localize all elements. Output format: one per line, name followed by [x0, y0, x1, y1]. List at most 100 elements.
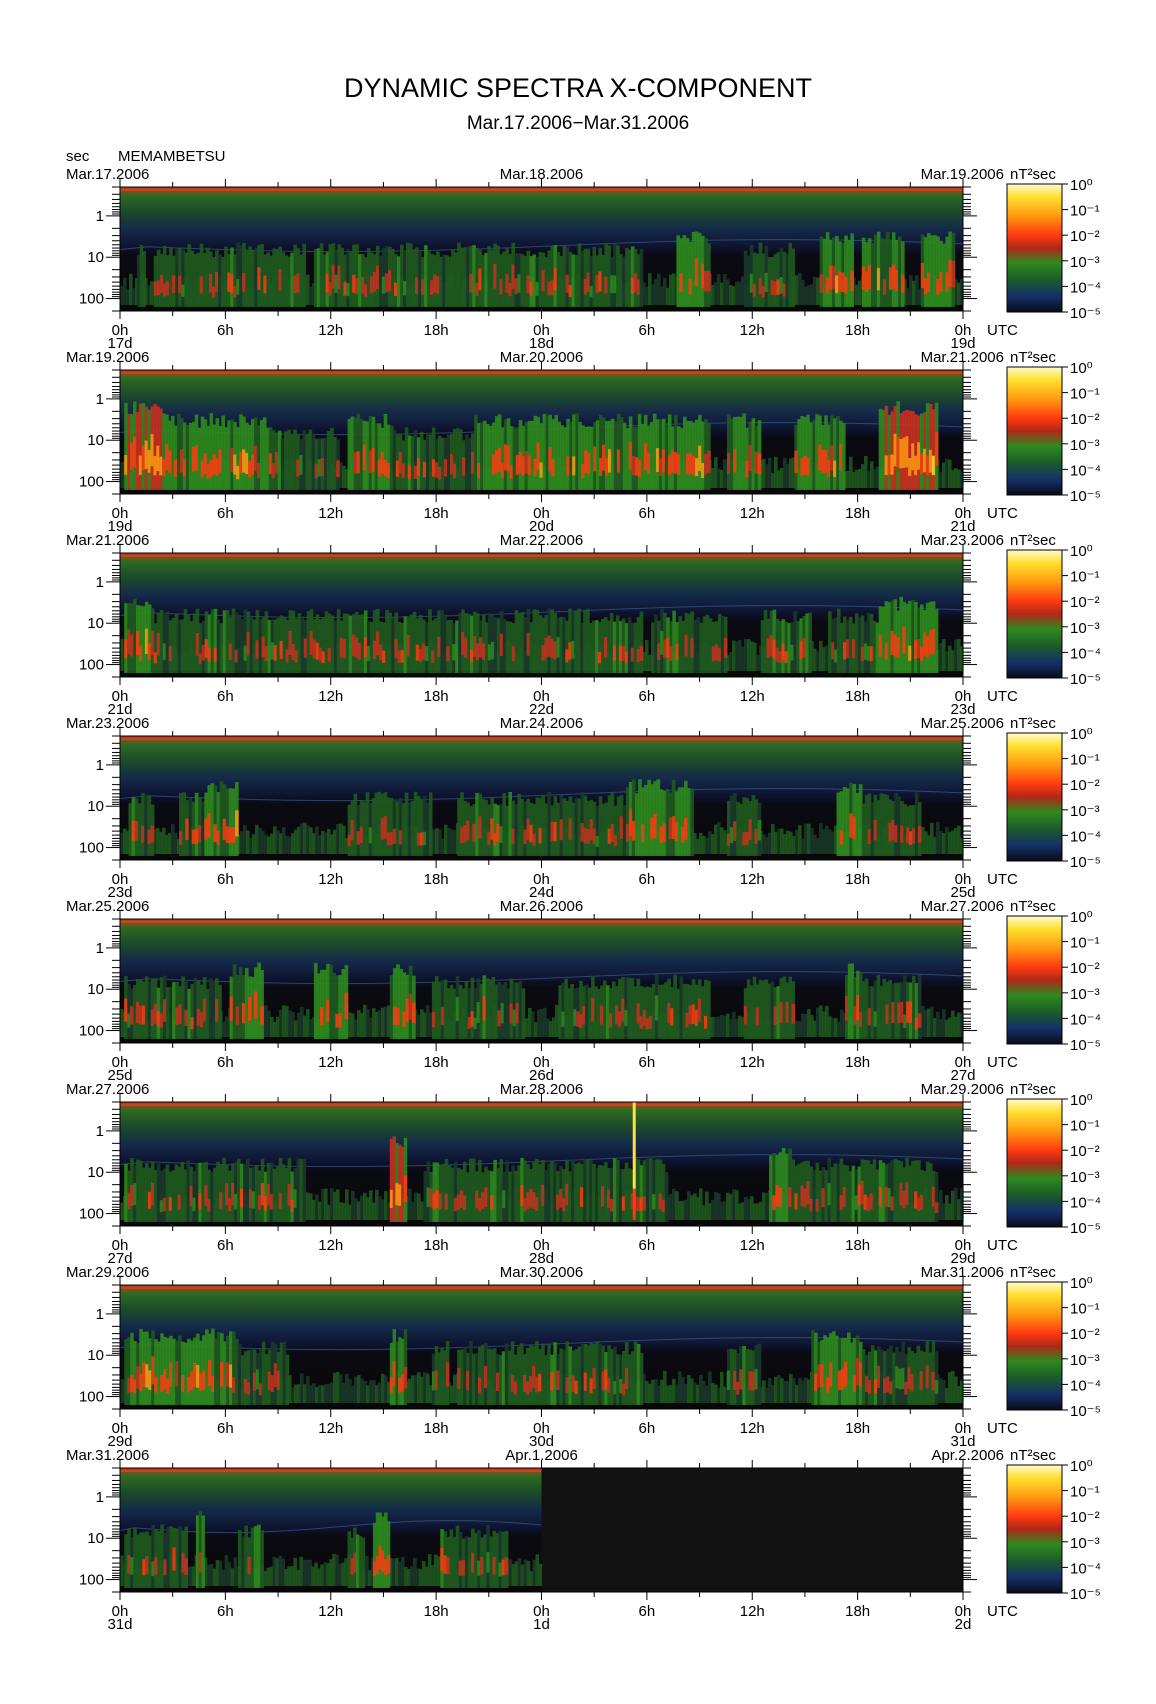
spectrum-burst: [492, 1348, 497, 1405]
spectrum-burst: [338, 975, 343, 1039]
x-tick-label: 0h: [955, 688, 972, 705]
spectrum-burst-core: [389, 1377, 394, 1393]
short-period-band: [120, 189, 963, 191]
spectrum-burst-core: [473, 1017, 478, 1030]
spectrum-cell: [825, 1005, 829, 1037]
spectrum-burst-core: [162, 643, 167, 660]
spectrum-burst: [343, 254, 347, 307]
spectrum-burst: [139, 605, 143, 673]
spectrum-burst-core: [609, 1198, 614, 1212]
spectrum-cell: [780, 1378, 784, 1403]
spectrum-burst: [685, 984, 690, 1039]
spectrum-burst: [533, 415, 538, 490]
spectrum-burst: [914, 414, 918, 490]
spectrum-burst: [232, 964, 237, 1039]
colorbar-tick-label: 10⁻²: [1070, 411, 1100, 428]
spectrum-burst-core: [236, 465, 240, 480]
spectrum-cell: [783, 1381, 787, 1403]
spectrum-burst-core: [220, 1362, 224, 1387]
spectrum-burst-core: [482, 643, 486, 660]
x-tick-label: 0h: [112, 505, 129, 522]
spectrum-burst-core: [475, 1190, 479, 1209]
colorbar-tick-label: 10⁰: [1070, 909, 1093, 926]
spectrum-burst: [178, 1335, 182, 1405]
spectrum-cell: [312, 1016, 316, 1037]
spectrum-burst: [395, 1341, 399, 1405]
spectrum-burst: [901, 241, 905, 307]
spectrum-burst-core: [911, 443, 915, 471]
colorbar-unit-label: nT²sec: [1010, 532, 1056, 549]
x-day-label: 27d: [950, 1067, 975, 1084]
spectrum-burst: [475, 1353, 479, 1405]
spectrum-burst-core: [194, 445, 199, 471]
spectrum-burst: [839, 1158, 844, 1222]
spectrum-burst: [205, 247, 210, 307]
spectrum-burst-core: [775, 1185, 780, 1206]
spectrum-burst-core: [595, 275, 600, 294]
x-tick-label: 6h: [639, 1237, 656, 1254]
short-period-band: [120, 921, 963, 923]
spectrum-burst: [683, 416, 687, 490]
figure-title: DYNAMIC SPECTRA X-COMPONENT: [344, 73, 812, 103]
spectrum-burst-core: [130, 442, 134, 470]
spectrum-burst-core: [493, 263, 497, 289]
spectrum-burst: [651, 984, 656, 1039]
spectrum-burst: [624, 623, 629, 673]
spectrum-cell: [699, 1374, 703, 1403]
spectrum-cell: [813, 834, 817, 854]
spectrum-burst: [330, 615, 335, 673]
spectrum-burst: [876, 800, 881, 856]
spectrum-burst: [752, 252, 757, 307]
spectrum-burst-core: [257, 267, 261, 290]
x-tick-label: 6h: [639, 871, 656, 888]
colorbar-tick-label: 10⁰: [1070, 360, 1093, 377]
spectrum-cell: [705, 1191, 709, 1220]
x-tick-label: 6h: [639, 322, 656, 339]
spectrum-cell: [426, 1373, 430, 1403]
spectrum-burst: [249, 616, 254, 673]
spectrum-burst-core: [255, 1369, 260, 1390]
spectrum-cell: [648, 273, 652, 305]
spectrum-burst: [595, 805, 600, 856]
spectrum-burst: [252, 619, 257, 673]
colorbar-tick-label: 10⁻⁵: [1070, 1220, 1101, 1237]
spectrum-cell: [438, 829, 442, 854]
spectrum-cell: [765, 837, 769, 854]
spectrum-cell: [354, 1019, 358, 1037]
spectrum-burst-core: [845, 995, 849, 1021]
spectrum-burst-core: [928, 449, 933, 473]
colorbar-tick-label: 10⁻³: [1070, 254, 1100, 271]
spectrum-cell: [954, 639, 958, 671]
spectrum-cell: [348, 1012, 352, 1037]
spectrum-burst: [264, 611, 269, 673]
spectrum-cell: [684, 1383, 688, 1403]
spectrum-cell: [306, 1376, 310, 1403]
spectrum-burst: [610, 418, 615, 490]
spectrum-cell: [654, 1379, 658, 1403]
spectrum-burst: [625, 247, 629, 307]
spectrum-panel: Mar.23.2006 Mar.24.2006 Mar.25.2006 nT²sec1…: [66, 715, 1101, 901]
spectrum-burst: [508, 621, 513, 673]
spectrum-burst: [652, 413, 657, 490]
spectrum-burst-core: [235, 1006, 240, 1025]
spectrum-burst: [243, 609, 248, 673]
spectrum-burst-core: [857, 1184, 862, 1206]
spectrum-burst: [784, 622, 789, 673]
spectrum-burst: [493, 1159, 497, 1222]
spectrum-burst: [826, 1337, 830, 1405]
spectrum-burst-core: [394, 282, 398, 297]
spectrum-cell: [927, 1008, 931, 1037]
spectrum-burst: [172, 1338, 176, 1405]
spectrum-cell: [372, 1380, 376, 1403]
spectrum-cell: [348, 1204, 352, 1220]
spectrum-burst: [529, 1344, 533, 1405]
spectrum-burst-core: [369, 276, 374, 294]
spectrum-burst: [276, 618, 281, 673]
spectrum-cell: [675, 1191, 679, 1220]
spectrum-burst: [879, 793, 884, 856]
spectrum-burst-core: [670, 1008, 674, 1026]
y-tick-label: 10: [87, 981, 104, 998]
spectrum-burst-core: [235, 810, 239, 837]
spectrum-burst-core: [411, 1002, 416, 1024]
spectrum-burst-core: [500, 1003, 505, 1024]
